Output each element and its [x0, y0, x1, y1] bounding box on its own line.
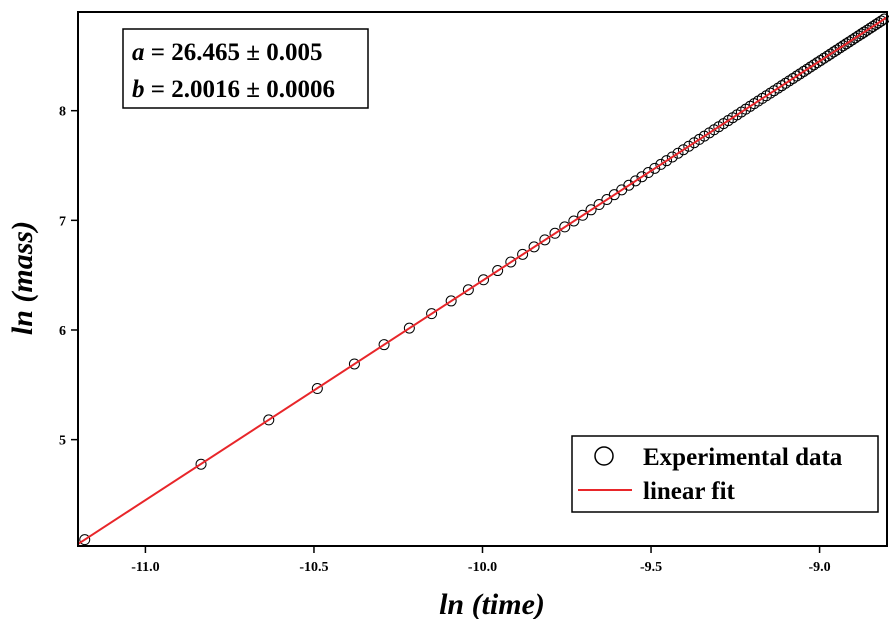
data-point [867, 20, 879, 32]
data-point [861, 24, 873, 36]
x-tick-label: -9.0 [808, 560, 830, 575]
fit-line [77, 16, 888, 545]
data-point [846, 34, 858, 46]
data-markers [79, 13, 889, 546]
data-point [79, 534, 91, 546]
data-point [837, 40, 849, 52]
data-point [492, 265, 504, 277]
fit-parameters-box: a = 26.465 ± 0.005 b = 2.0016 ± 0.0006 [122, 28, 369, 109]
data-point [426, 308, 438, 320]
data-point [585, 204, 597, 216]
data-point [263, 414, 275, 426]
fit-line-group [77, 16, 888, 545]
data-point [873, 17, 885, 29]
data-point [549, 227, 561, 239]
data-point [517, 248, 529, 260]
param-b-symbol: b [132, 76, 145, 103]
data-point [195, 458, 207, 470]
legend: Experimental data linear fit [571, 435, 879, 513]
data-point [677, 144, 689, 156]
y-tick-label: 8 [59, 105, 66, 120]
x-tick-label: -10.0 [468, 560, 497, 575]
data-point [539, 234, 551, 246]
param-a-symbol: a [132, 39, 145, 66]
data-point [864, 22, 876, 34]
data-point [636, 171, 648, 183]
data-point [858, 26, 870, 38]
data-point [593, 199, 605, 211]
data-point [348, 358, 360, 370]
data-point [661, 155, 673, 167]
param-b: b = 2.0016 ± 0.0006 [132, 76, 335, 103]
y-axis-title: ln (mass) [6, 221, 39, 335]
data-point [818, 52, 830, 64]
param-a-value: = 26.465 ± 0.005 [145, 39, 323, 66]
param-a: a = 26.465 ± 0.005 [132, 39, 322, 66]
data-point [834, 42, 846, 54]
data-point [870, 19, 882, 31]
data-point [649, 162, 661, 174]
data-point [683, 140, 695, 152]
y-tick-label: 6 [59, 324, 66, 339]
legend-label-experimental: Experimental data [643, 444, 843, 471]
param-b-value: = 2.0016 ± 0.0006 [145, 76, 335, 103]
data-point [528, 241, 540, 253]
data-point [828, 46, 840, 58]
data-point [840, 38, 852, 50]
data-point [378, 339, 390, 351]
y-axis-ticks: 5 6 7 8 [59, 105, 78, 449]
data-point [672, 147, 684, 159]
data-point [849, 32, 861, 44]
data-point [311, 383, 323, 395]
x-tick-label: -9.5 [640, 560, 662, 575]
data-point [577, 209, 589, 221]
data-point [824, 48, 836, 60]
y-tick-label: 5 [59, 434, 66, 449]
data-point [478, 274, 490, 286]
data-point [642, 167, 654, 179]
y-tick-label: 7 [59, 214, 66, 229]
data-point [821, 50, 833, 62]
data-point [462, 284, 474, 296]
legend-marker-circle [594, 446, 614, 466]
data-point [630, 175, 642, 187]
data-point [403, 322, 415, 334]
data-point [852, 30, 864, 42]
x-tick-label: -10.5 [299, 560, 328, 575]
data-point [878, 13, 889, 25]
data-point [505, 256, 517, 268]
x-axis-ticks: -11.0 -10.5 -10.0 -9.5 -9.0 [131, 546, 831, 575]
data-point [568, 215, 580, 227]
data-point [843, 36, 855, 48]
data-point [831, 44, 843, 56]
legend-label-fit: linear fit [643, 478, 736, 505]
data-point [445, 295, 457, 307]
data-point [559, 221, 571, 233]
data-point [855, 28, 867, 40]
data-point [666, 151, 678, 163]
x-tick-label: -11.0 [131, 560, 159, 575]
x-axis-title: ln (time) [439, 588, 545, 619]
data-point [655, 158, 667, 170]
